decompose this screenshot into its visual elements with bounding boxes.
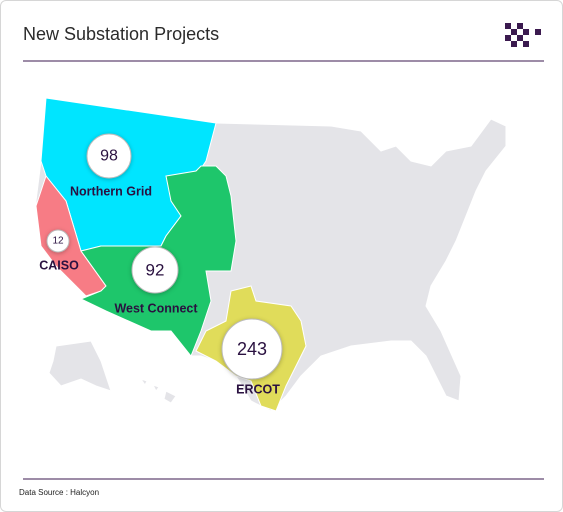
project-bubble xyxy=(86,133,132,179)
bubbles: 98 Northern Grid 12 CAISO 92 West Connect 243 E… xyxy=(39,133,283,396)
region-label: West Connect xyxy=(114,301,198,315)
region-shape xyxy=(35,174,107,297)
project-bubble xyxy=(46,229,70,253)
data-source: Data Source : Halcyon xyxy=(19,488,99,497)
project-count: 12 xyxy=(52,236,64,247)
project-count: 92 xyxy=(146,261,165,280)
region-label: ERCOT xyxy=(236,382,280,396)
project-count: 98 xyxy=(100,148,118,165)
project-bubble xyxy=(131,246,179,294)
region-label: CAISO xyxy=(39,258,79,272)
project-count: 243 xyxy=(237,339,267,359)
title: New Substation Projects xyxy=(23,24,219,44)
logo xyxy=(505,23,541,47)
project-bubble xyxy=(221,318,283,380)
region-label: Northern Grid xyxy=(70,184,152,198)
